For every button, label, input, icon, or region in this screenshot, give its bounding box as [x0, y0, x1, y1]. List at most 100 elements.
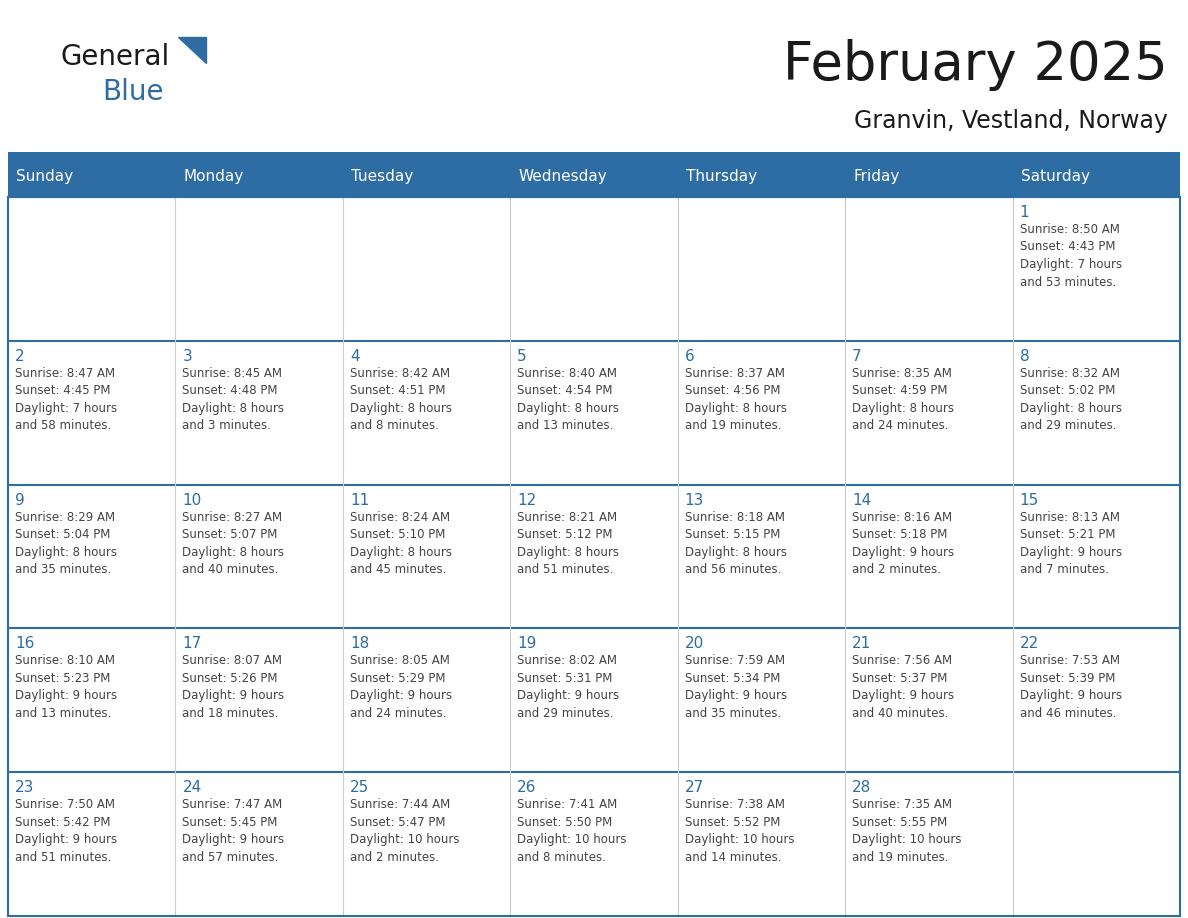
Bar	[343, 341, 511, 485]
Text: Sunrise: 7:53 AM
Sunset: 5:39 PM
Daylight: 9 hours
and 46 minutes.: Sunrise: 7:53 AM Sunset: 5:39 PM Dayligh…	[1019, 655, 1121, 720]
Text: 26: 26	[517, 780, 537, 795]
Bar	[845, 485, 1012, 629]
Text: 24: 24	[183, 780, 202, 795]
Text: Sunrise: 8:07 AM
Sunset: 5:26 PM
Daylight: 9 hours
and 18 minutes.: Sunrise: 8:07 AM Sunset: 5:26 PM Dayligh…	[183, 655, 285, 720]
Text: 10: 10	[183, 493, 202, 508]
Text: 5: 5	[517, 349, 527, 364]
Text: 22: 22	[1019, 636, 1038, 652]
Bar	[8, 629, 176, 772]
Bar	[176, 629, 343, 772]
Text: 12: 12	[517, 493, 537, 508]
Bar	[343, 772, 511, 916]
Bar	[343, 629, 511, 772]
Text: 21: 21	[852, 636, 871, 652]
Bar	[343, 197, 511, 341]
Text: Tuesday: Tuesday	[350, 170, 413, 185]
Text: 27: 27	[684, 780, 704, 795]
Text: 7: 7	[852, 349, 861, 364]
Text: Sunrise: 7:44 AM
Sunset: 5:47 PM
Daylight: 10 hours
and 2 minutes.: Sunrise: 7:44 AM Sunset: 5:47 PM Dayligh…	[349, 798, 460, 864]
Bar	[677, 772, 845, 916]
Text: Saturday: Saturday	[1020, 170, 1089, 185]
Bar	[845, 629, 1012, 772]
Bar	[1012, 197, 1180, 341]
Text: Sunrise: 7:41 AM
Sunset: 5:50 PM
Daylight: 10 hours
and 8 minutes.: Sunrise: 7:41 AM Sunset: 5:50 PM Dayligh…	[517, 798, 627, 864]
Text: Sunrise: 8:37 AM
Sunset: 4:56 PM
Daylight: 8 hours
and 19 minutes.: Sunrise: 8:37 AM Sunset: 4:56 PM Dayligh…	[684, 367, 786, 432]
Bar	[677, 485, 845, 629]
Text: Sunrise: 8:29 AM
Sunset: 5:04 PM
Daylight: 8 hours
and 35 minutes.: Sunrise: 8:29 AM Sunset: 5:04 PM Dayligh…	[15, 510, 116, 577]
Bar	[176, 772, 343, 916]
Text: Sunrise: 8:16 AM
Sunset: 5:18 PM
Daylight: 9 hours
and 2 minutes.: Sunrise: 8:16 AM Sunset: 5:18 PM Dayligh…	[852, 510, 954, 577]
Bar	[8, 152, 1180, 157]
Bar	[8, 197, 176, 341]
Text: 15: 15	[1019, 493, 1038, 508]
Text: General: General	[61, 43, 169, 71]
Text: Sunrise: 8:42 AM
Sunset: 4:51 PM
Daylight: 8 hours
and 8 minutes.: Sunrise: 8:42 AM Sunset: 4:51 PM Dayligh…	[349, 367, 451, 432]
Bar	[1012, 341, 1180, 485]
Text: 19: 19	[517, 636, 537, 652]
Bar	[176, 485, 343, 629]
Bar	[845, 772, 1012, 916]
Bar	[511, 772, 677, 916]
Text: Wednesday: Wednesday	[518, 170, 607, 185]
Bar	[845, 341, 1012, 485]
Text: Sunrise: 8:10 AM
Sunset: 5:23 PM
Daylight: 9 hours
and 13 minutes.: Sunrise: 8:10 AM Sunset: 5:23 PM Dayligh…	[15, 655, 118, 720]
Bar	[176, 197, 343, 341]
Text: Sunrise: 8:05 AM
Sunset: 5:29 PM
Daylight: 9 hours
and 24 minutes.: Sunrise: 8:05 AM Sunset: 5:29 PM Dayligh…	[349, 655, 451, 720]
Bar	[511, 629, 677, 772]
Text: Granvin, Vestland, Norway: Granvin, Vestland, Norway	[854, 109, 1168, 133]
Bar	[511, 485, 677, 629]
Text: 3: 3	[183, 349, 192, 364]
Text: Sunrise: 8:24 AM
Sunset: 5:10 PM
Daylight: 8 hours
and 45 minutes.: Sunrise: 8:24 AM Sunset: 5:10 PM Dayligh…	[349, 510, 451, 577]
Text: 6: 6	[684, 349, 695, 364]
Text: 9: 9	[15, 493, 25, 508]
Bar	[511, 341, 677, 485]
Text: 1: 1	[1019, 205, 1029, 220]
Text: 2: 2	[15, 349, 25, 364]
Bar	[8, 197, 1180, 916]
Bar	[677, 197, 845, 341]
Bar	[8, 772, 176, 916]
Text: Sunrise: 7:50 AM
Sunset: 5:42 PM
Daylight: 9 hours
and 51 minutes.: Sunrise: 7:50 AM Sunset: 5:42 PM Dayligh…	[15, 798, 118, 864]
Text: Sunrise: 7:59 AM
Sunset: 5:34 PM
Daylight: 9 hours
and 35 minutes.: Sunrise: 7:59 AM Sunset: 5:34 PM Dayligh…	[684, 655, 786, 720]
Text: Sunrise: 8:13 AM
Sunset: 5:21 PM
Daylight: 9 hours
and 7 minutes.: Sunrise: 8:13 AM Sunset: 5:21 PM Dayligh…	[1019, 510, 1121, 577]
Bar	[8, 341, 176, 485]
Bar	[176, 341, 343, 485]
Text: 17: 17	[183, 636, 202, 652]
Text: 11: 11	[349, 493, 369, 508]
Bar	[1012, 772, 1180, 916]
Bar	[8, 157, 1180, 197]
Text: 25: 25	[349, 780, 369, 795]
Text: Friday: Friday	[853, 170, 899, 185]
Text: 14: 14	[852, 493, 871, 508]
Text: Sunrise: 8:27 AM
Sunset: 5:07 PM
Daylight: 8 hours
and 40 minutes.: Sunrise: 8:27 AM Sunset: 5:07 PM Dayligh…	[183, 510, 284, 577]
Bar	[343, 485, 511, 629]
Bar	[1012, 629, 1180, 772]
Text: 20: 20	[684, 636, 704, 652]
Bar	[1012, 485, 1180, 629]
Text: Sunrise: 7:38 AM
Sunset: 5:52 PM
Daylight: 10 hours
and 14 minutes.: Sunrise: 7:38 AM Sunset: 5:52 PM Dayligh…	[684, 798, 795, 864]
Text: 4: 4	[349, 349, 360, 364]
Text: Sunrise: 8:21 AM
Sunset: 5:12 PM
Daylight: 8 hours
and 51 minutes.: Sunrise: 8:21 AM Sunset: 5:12 PM Dayligh…	[517, 510, 619, 577]
Text: Sunrise: 8:18 AM
Sunset: 5:15 PM
Daylight: 8 hours
and 56 minutes.: Sunrise: 8:18 AM Sunset: 5:15 PM Dayligh…	[684, 510, 786, 577]
Text: 13: 13	[684, 493, 704, 508]
Text: Sunrise: 8:47 AM
Sunset: 4:45 PM
Daylight: 7 hours
and 58 minutes.: Sunrise: 8:47 AM Sunset: 4:45 PM Dayligh…	[15, 367, 118, 432]
Text: Sunrise: 7:35 AM
Sunset: 5:55 PM
Daylight: 10 hours
and 19 minutes.: Sunrise: 7:35 AM Sunset: 5:55 PM Dayligh…	[852, 798, 961, 864]
Bar	[845, 197, 1012, 341]
Text: Sunrise: 8:02 AM
Sunset: 5:31 PM
Daylight: 9 hours
and 29 minutes.: Sunrise: 8:02 AM Sunset: 5:31 PM Dayligh…	[517, 655, 619, 720]
Text: 23: 23	[15, 780, 34, 795]
Text: 18: 18	[349, 636, 369, 652]
Text: Thursday: Thursday	[685, 170, 757, 185]
Text: Sunrise: 8:32 AM
Sunset: 5:02 PM
Daylight: 8 hours
and 29 minutes.: Sunrise: 8:32 AM Sunset: 5:02 PM Dayligh…	[1019, 367, 1121, 432]
Text: Sunday: Sunday	[15, 170, 74, 185]
Text: February 2025: February 2025	[783, 39, 1168, 91]
Text: Sunrise: 8:50 AM
Sunset: 4:43 PM
Daylight: 7 hours
and 53 minutes.: Sunrise: 8:50 AM Sunset: 4:43 PM Dayligh…	[1019, 223, 1121, 288]
Bar	[677, 341, 845, 485]
Bar	[677, 629, 845, 772]
Text: 16: 16	[15, 636, 34, 652]
Text: Sunrise: 7:56 AM
Sunset: 5:37 PM
Daylight: 9 hours
and 40 minutes.: Sunrise: 7:56 AM Sunset: 5:37 PM Dayligh…	[852, 655, 954, 720]
Text: 8: 8	[1019, 349, 1029, 364]
Bar	[511, 197, 677, 341]
Text: Monday: Monday	[183, 170, 244, 185]
Bar	[8, 485, 176, 629]
Text: Sunrise: 7:47 AM
Sunset: 5:45 PM
Daylight: 9 hours
and 57 minutes.: Sunrise: 7:47 AM Sunset: 5:45 PM Dayligh…	[183, 798, 285, 864]
